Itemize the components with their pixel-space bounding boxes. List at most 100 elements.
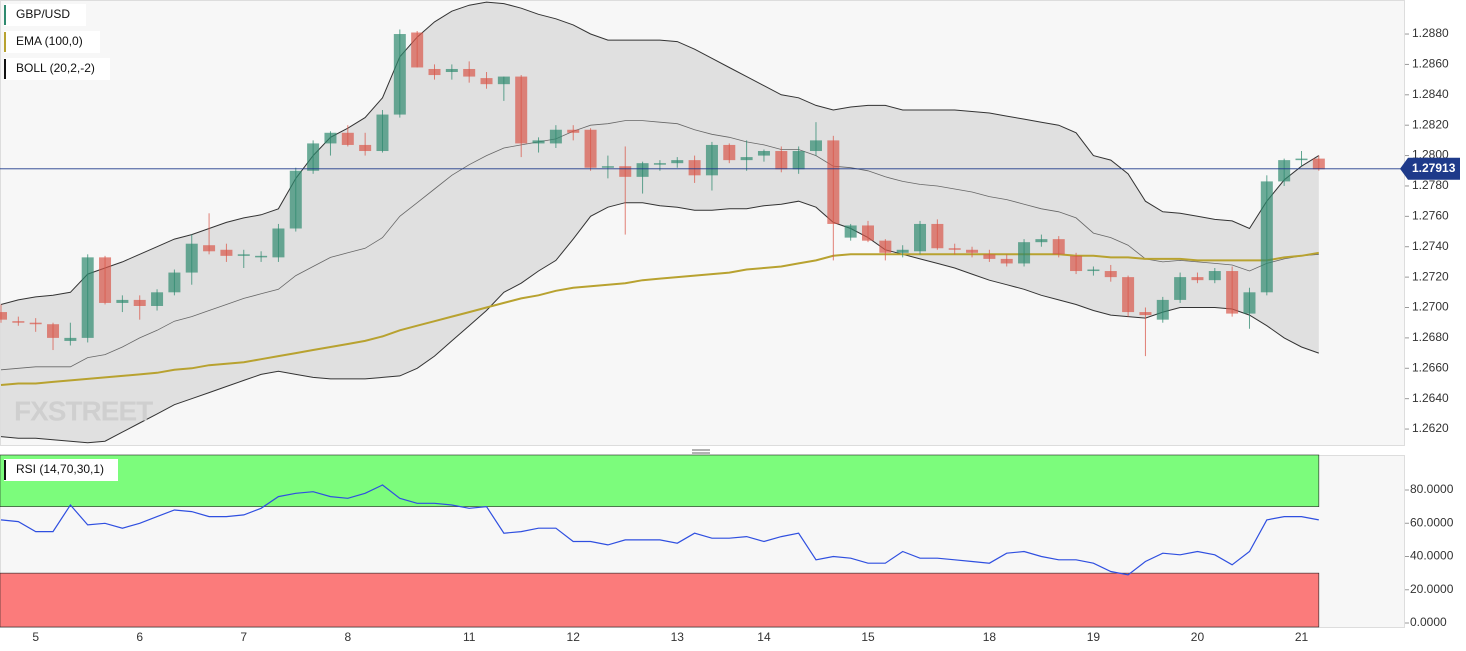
candle-body <box>393 34 406 115</box>
candle-body <box>1104 271 1117 278</box>
candle-body <box>168 272 181 293</box>
candle-body <box>47 324 60 338</box>
x-tick-label: 20 <box>1191 630 1205 644</box>
candle-body <box>567 129 580 133</box>
main-plot <box>0 1 1409 444</box>
candle-body <box>1156 299 1169 320</box>
ema-line <box>0 251 1319 386</box>
candle-body <box>827 140 840 224</box>
candle-body <box>203 245 216 252</box>
candle-body <box>532 140 545 144</box>
candle-body <box>1174 277 1187 300</box>
candle-body <box>220 249 233 256</box>
candle-body <box>844 225 857 238</box>
candle-body <box>653 163 666 165</box>
y-tick-label: 60.0000 <box>1410 515 1454 529</box>
rsi-line <box>0 484 1319 576</box>
x-tick-label: 6 <box>136 630 143 644</box>
candle-body <box>723 144 736 161</box>
candle-body <box>359 144 372 152</box>
legend-item[interactable]: GBP/USD <box>4 4 86 26</box>
legend-item[interactable]: EMA (100,0) <box>4 31 100 53</box>
candle-body <box>601 166 614 168</box>
legend: GBP/USD EMA (100,0) BOLL (20,2,-2) RSI (… <box>4 4 118 481</box>
y-tick-label: 1.2640 <box>1412 391 1449 405</box>
candle-body <box>792 151 805 170</box>
legend-item[interactable]: RSI (14,70,30,1) <box>4 459 118 481</box>
candle-body <box>12 321 25 323</box>
candle-body <box>931 223 944 249</box>
x-tick-label: 8 <box>344 630 351 644</box>
x-tick-label: 21 <box>1295 630 1309 644</box>
bollinger-fill <box>1 2 1319 443</box>
candle-body <box>1035 239 1048 243</box>
y-tick-label: 40.0000 <box>1410 549 1454 563</box>
candle-body <box>272 228 285 258</box>
candle-body <box>151 292 164 306</box>
y-tick-label: 80.0000 <box>1410 482 1454 496</box>
candle-body <box>1260 181 1273 293</box>
candle-body <box>428 68 441 76</box>
candle-body <box>757 151 770 156</box>
candle-body <box>497 76 510 85</box>
x-tick-label: 18 <box>983 630 997 644</box>
panel-resize-handle[interactable] <box>692 449 710 454</box>
y-tick-label: 1.2780 <box>1412 178 1449 192</box>
candle-body <box>1070 255 1083 272</box>
watermark: FXSTREET <box>14 395 153 426</box>
candle-body <box>185 243 198 273</box>
candle-body <box>705 144 718 176</box>
y-tick-label: 1.2740 <box>1412 239 1449 253</box>
last-price-label: 1.27913 <box>1412 161 1456 175</box>
candle-body <box>445 68 458 73</box>
candle-body <box>983 254 996 259</box>
legend-label: RSI (14,70,30,1) <box>16 462 104 476</box>
x-tick-label: 13 <box>671 630 685 644</box>
candle-body <box>133 299 146 306</box>
bollinger-lower <box>0 200 1319 444</box>
candle-body <box>376 114 389 152</box>
legend-label: GBP/USD <box>16 7 70 21</box>
candle-body <box>64 337 77 341</box>
candle-body <box>948 248 961 250</box>
bollinger-middle <box>0 120 1319 371</box>
candle-body <box>255 255 268 258</box>
candle-body <box>480 78 493 85</box>
candle-body <box>896 249 909 253</box>
candle-body <box>289 170 302 229</box>
y-tick-label: 0.0000 <box>1410 615 1447 629</box>
candle-body <box>549 129 562 144</box>
candle-body <box>879 240 892 253</box>
x-tick-label: 15 <box>861 630 875 644</box>
y-tick-label: 1.2880 <box>1412 26 1449 40</box>
y-tick-label: 1.2860 <box>1412 57 1449 71</box>
x-tick-label: 19 <box>1087 630 1101 644</box>
legend-label: BOLL (20,2,-2) <box>16 61 95 75</box>
candle-body <box>411 32 424 68</box>
candle-body <box>1000 258 1013 264</box>
y-tick-label: 1.2760 <box>1412 209 1449 223</box>
candle-body <box>1278 160 1291 182</box>
candle-body <box>1243 292 1256 314</box>
candle-body <box>688 160 701 176</box>
candle-body <box>29 322 42 325</box>
candle-body <box>116 299 129 303</box>
y-tick-label: 1.2820 <box>1412 117 1449 131</box>
candle-body <box>99 257 112 303</box>
y-tick-label: 1.2680 <box>1412 330 1449 344</box>
y-tick-label: 20.0000 <box>1410 582 1454 596</box>
candle-body <box>341 132 354 145</box>
x-tick-label: 5 <box>32 630 39 644</box>
candle-body <box>671 160 684 164</box>
candle-body <box>237 254 250 256</box>
candle-body <box>307 143 320 171</box>
candle-body <box>740 157 753 161</box>
legend-label: EMA (100,0) <box>16 34 83 48</box>
legend-item[interactable]: BOLL (20,2,-2) <box>4 58 110 80</box>
x-tick-label: 14 <box>757 630 771 644</box>
candle-body <box>914 223 927 252</box>
candle-body <box>324 132 337 144</box>
candle-body <box>636 163 649 177</box>
candle-body <box>1312 158 1325 170</box>
